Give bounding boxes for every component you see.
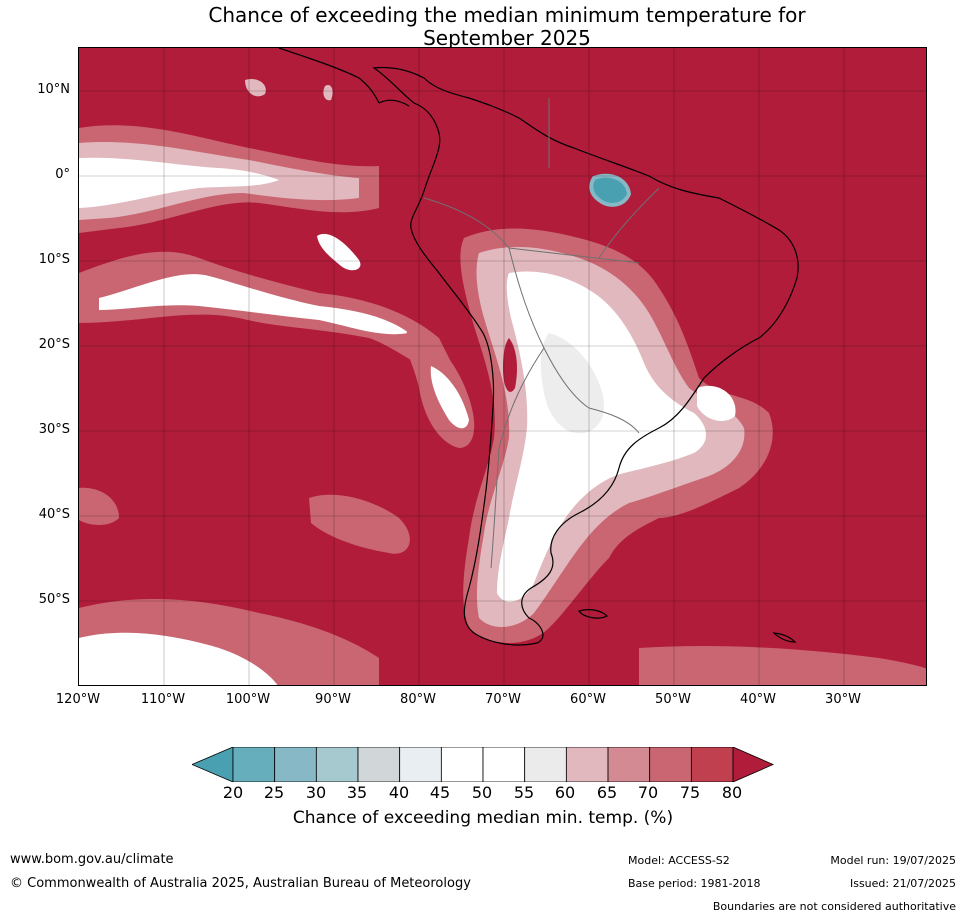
falkland-islands: [578, 609, 609, 619]
teal-low-spot: [591, 175, 629, 205]
model-run-text: Model run: 19/07/2025: [830, 854, 956, 867]
colorbar-segment: [607, 747, 651, 782]
lon-label-60w: 60°W: [570, 692, 606, 707]
map-title: Chance of exceeding the median minimum t…: [0, 4, 965, 50]
probability-map: [79, 48, 926, 685]
continent-plume-grey: [540, 333, 604, 434]
pacific-band-inner: [99, 274, 409, 335]
colorbar-segment: [357, 747, 401, 782]
andes-red-streak: [503, 338, 517, 392]
lon-label-120w: 120°W: [55, 692, 101, 707]
lon-label-40w: 40°W: [740, 692, 776, 707]
website-link[interactable]: www.bom.gov.au/climate: [10, 852, 174, 867]
colorbar-arrow-low: [192, 747, 234, 782]
colorbar-tick-80: 80: [721, 783, 743, 802]
lon-label-110w: 110°W: [140, 692, 186, 707]
se-pacific-plume-core: [430, 366, 469, 429]
colorbar-label: Chance of exceeding median min. temp. (%…: [292, 808, 674, 828]
colorbar-segments: [192, 747, 774, 782]
colorbar-segment: [524, 747, 567, 782]
lon-label-70w: 70°W: [485, 692, 521, 707]
east-coast-white-spot: [697, 385, 736, 421]
colorbar-segment: [440, 747, 484, 782]
colorbar-segment: [649, 747, 692, 782]
copyright-text: © Commonwealth of Australia 2025, Austra…: [10, 876, 471, 891]
lat-label-10s: 10°S: [38, 252, 70, 267]
colorbar-tick-60: 60: [554, 783, 576, 802]
colorbar-segment: [399, 747, 442, 782]
disclaimer-text: Boundaries are not considered authoritat…: [712, 900, 956, 913]
south-america-coastline: [372, 66, 799, 646]
spot-small-1: [245, 78, 266, 97]
far-west-patch: [79, 487, 119, 525]
title-line-1: Chance of exceeding the median minimum t…: [208, 3, 806, 27]
colorbar-tick-30: 30: [305, 783, 327, 802]
equatorial-tongue-inner: [79, 157, 279, 208]
lon-label-50w: 50°W: [655, 692, 691, 707]
map-panel: [78, 47, 927, 686]
southern-band-inner: [79, 632, 278, 685]
colorbar-tick-35: 35: [346, 783, 368, 802]
lat-label-40s: 40°S: [38, 507, 70, 522]
country-borders: [423, 98, 660, 569]
colorbar-tick-65: 65: [596, 783, 618, 802]
colorbar-segment: [482, 747, 526, 782]
teal-low-spot-ring: [589, 173, 632, 207]
lon-label-90w: 90°W: [315, 692, 351, 707]
colorbar-segment: [274, 747, 317, 782]
base-period-text: Base period: 1981-2018: [628, 877, 761, 890]
galapagos-spot: [317, 233, 361, 271]
lat-label-10n: 10°N: [37, 82, 70, 97]
colorbar-segment: [315, 747, 359, 782]
title-line-2: September 2025: [423, 26, 591, 50]
lat-label-20s: 20°S: [38, 337, 70, 352]
colorbar: [192, 747, 774, 782]
colorbar-segment: [690, 747, 734, 782]
lat-label-30s: 30°S: [38, 422, 70, 437]
model-text: Model: ACCESS-S2: [628, 854, 730, 867]
south-georgia: [772, 632, 797, 643]
colorbar-segment: [565, 747, 609, 782]
central-america-coastline: [278, 48, 410, 107]
colorbar-tick-75: 75: [679, 783, 701, 802]
colorbar-arrow-high: [732, 747, 774, 782]
colorbar-tick-70: 70: [637, 783, 659, 802]
colorbar-tick-45: 45: [429, 783, 451, 802]
lat-label-50s: 50°S: [38, 592, 70, 607]
southern-band-right: [639, 646, 926, 685]
lon-label-30w: 30°W: [825, 692, 861, 707]
issued-text: Issued: 21/07/2025: [849, 877, 956, 890]
lat-label-0: 0°: [55, 167, 70, 182]
mid-pacific-patches: [309, 494, 410, 554]
colorbar-tick-20: 20: [222, 783, 244, 802]
lon-label-80w: 80°W: [400, 692, 436, 707]
colorbar-segment: [232, 747, 276, 782]
colorbar-tick-50: 50: [471, 783, 493, 802]
spot-small-2: [323, 84, 333, 101]
colorbar-tick-25: 25: [263, 783, 285, 802]
lon-label-100w: 100°W: [225, 692, 271, 707]
colorbar-tick-40: 40: [388, 783, 410, 802]
colorbar-tick-55: 55: [513, 783, 535, 802]
